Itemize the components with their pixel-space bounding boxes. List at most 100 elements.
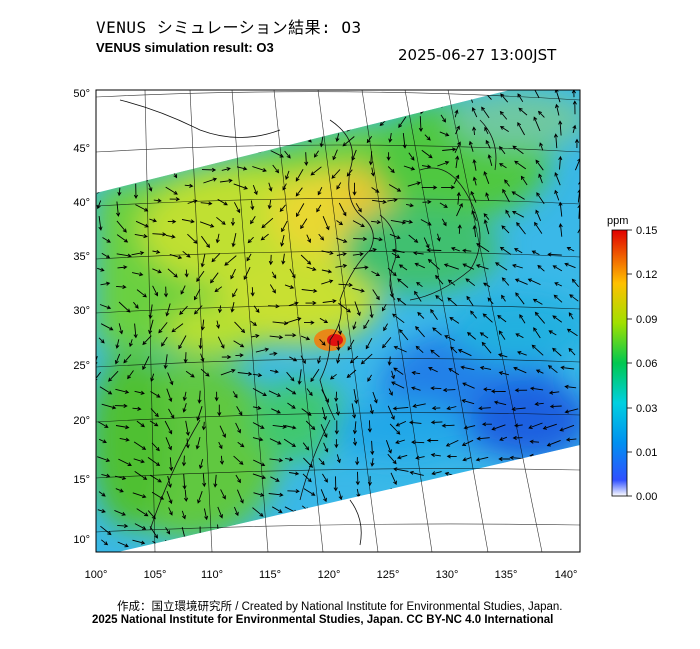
wind-arrow [462, 248, 472, 253]
wind-arrow [127, 370, 134, 380]
wind-arrow [352, 287, 365, 293]
wind-arrow [101, 539, 109, 546]
wind-arrow [395, 420, 407, 427]
wind-arrow [336, 182, 342, 190]
wind-arrow [187, 233, 198, 244]
wind-arrow [193, 305, 203, 315]
wind-arrow [485, 139, 491, 149]
wind-arrow [285, 170, 290, 180]
wind-arrow [169, 457, 174, 472]
wind-arrow [396, 297, 407, 306]
wind-arrow [165, 234, 176, 239]
wind-arrow [283, 438, 296, 448]
wind-arrow [305, 523, 312, 530]
colorbar-tick: 0.15 [636, 225, 657, 237]
wind-arrow [447, 532, 456, 544]
wind-arrow [564, 408, 579, 414]
wind-arrow [431, 471, 442, 476]
wind-arrow [100, 525, 112, 536]
wind-arrow [133, 301, 139, 309]
wind-arrow [387, 166, 395, 174]
wind-arrow [331, 169, 341, 179]
wind-arrow [361, 114, 372, 122]
wind-arrow [371, 187, 380, 193]
wind-arrow [499, 163, 507, 169]
wind-arrow [450, 247, 460, 252]
wind-arrow [284, 284, 295, 289]
wind-arrow [390, 487, 400, 496]
wind-arrow [335, 133, 340, 143]
wind-arrow [323, 504, 330, 518]
wind-arrow [165, 186, 178, 195]
wind-arrow [295, 168, 304, 182]
wind-arrow [352, 438, 358, 447]
wind-arrow [269, 438, 282, 445]
wind-arrow [481, 341, 492, 354]
wind-arrow [499, 110, 508, 120]
wind-arrow [553, 133, 558, 149]
wind-arrow [247, 236, 254, 244]
wind-arrow [269, 335, 284, 340]
colorbar-tick: 0.12 [636, 269, 657, 281]
wind-arrow [230, 302, 235, 313]
wind-arrow [514, 278, 528, 285]
wind-arrow [287, 112, 303, 117]
wind-arrow [169, 197, 181, 202]
wind-arrow [440, 114, 447, 123]
wind-arrow [336, 340, 341, 352]
wind-arrow [165, 527, 171, 535]
wind-arrow [443, 502, 455, 507]
wind-arrow [548, 390, 560, 395]
wind-arrow [323, 442, 329, 453]
wind-arrow [199, 149, 211, 154]
wind-arrow [367, 420, 372, 433]
wind-arrow [319, 317, 329, 324]
wind-arrow [338, 282, 353, 288]
wind-arrow [270, 150, 284, 158]
wind-arrow [445, 439, 459, 447]
wind-arrow [352, 321, 357, 330]
wind-arrow [442, 147, 457, 152]
wind-arrow [178, 335, 187, 350]
wind-arrow [96, 200, 102, 210]
wind-arrow [388, 184, 402, 192]
wind-arrow [268, 182, 273, 192]
wind-arrow [415, 455, 425, 460]
wind-arrow [217, 506, 223, 519]
wind-arrow [250, 287, 255, 297]
wind-arrow [543, 520, 558, 528]
wind-arrow [267, 539, 281, 544]
wind-arrow [552, 315, 563, 323]
wind-arrow [284, 150, 291, 159]
wind-arrow [181, 541, 186, 552]
wind-arrow [533, 327, 541, 339]
wind-arrow [136, 289, 147, 298]
wind-arrow [301, 288, 318, 293]
wind-arrow [511, 210, 525, 218]
wind-arrow [541, 472, 557, 478]
wind-arrow [385, 440, 392, 454]
wind-arrow [180, 285, 186, 295]
wind-arrow [161, 336, 168, 347]
wind-arrow [517, 121, 525, 136]
wind-arrow [164, 420, 173, 435]
wind-arrow [333, 543, 338, 552]
wind-arrow [412, 530, 422, 542]
wind-arrow [574, 138, 580, 149]
wind-arrow [427, 536, 438, 542]
wind-arrow [501, 277, 510, 286]
wind-arrow [321, 269, 333, 274]
wind-arrow [166, 388, 173, 403]
wind-arrow [391, 252, 401, 258]
wind-arrow [148, 304, 153, 320]
wind-arrow [412, 403, 426, 408]
wind-arrow [372, 289, 380, 301]
wind-arrow [487, 154, 493, 167]
wind-arrow [321, 407, 327, 421]
wind-arrow [285, 99, 296, 104]
wind-arrow [446, 454, 457, 459]
wind-arrow [402, 133, 407, 149]
wind-arrow [306, 266, 317, 271]
wind-arrow [147, 457, 161, 467]
wind-arrow [284, 333, 297, 338]
